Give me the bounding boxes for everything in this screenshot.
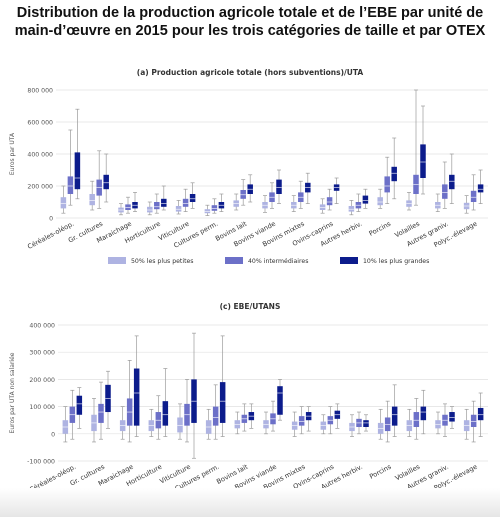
box-mid xyxy=(470,190,477,202)
box-mid xyxy=(298,416,305,426)
box-large xyxy=(477,407,484,421)
box-large xyxy=(219,382,226,423)
y-tick-label: 400 000 xyxy=(29,323,55,330)
category-label: Porcins xyxy=(368,219,393,237)
y-tick-label: 600 000 xyxy=(27,120,53,127)
y-tick-label: 300 000 xyxy=(29,350,55,357)
box-large xyxy=(391,406,398,426)
box-large xyxy=(162,401,169,426)
box-large xyxy=(449,174,455,190)
box-large xyxy=(189,194,196,202)
chart-panel-a: (a) Production agricole totale (hors sub… xyxy=(9,68,488,265)
y-axis-label: Euros par UTA non salariée xyxy=(9,352,16,433)
box-large xyxy=(391,166,397,182)
box-small xyxy=(377,197,383,206)
chart-panel-c: (c) EBE/UTANS -100 000 0 100 000 200 000 300 … xyxy=(9,302,488,501)
box-large xyxy=(133,368,140,426)
box-small xyxy=(147,206,153,213)
box-large xyxy=(161,198,167,207)
y-tick-label: 0 xyxy=(51,431,55,438)
box-large xyxy=(277,386,283,415)
page-title: Distribution de la production agricole t… xyxy=(0,4,500,40)
y-tick-label: 0 xyxy=(49,216,53,223)
box-mid xyxy=(154,202,160,210)
box-large xyxy=(420,406,427,421)
box-mid xyxy=(211,205,218,211)
y-tick-label: 800 000 xyxy=(27,88,53,95)
box-large xyxy=(363,420,369,427)
y-tick-label: 100 000 xyxy=(29,404,55,411)
category-label: Porcins xyxy=(368,462,393,480)
box-large xyxy=(103,174,109,190)
box-mid xyxy=(413,412,420,427)
legend-swatch-mid xyxy=(225,257,243,264)
y-tick-label: 200 000 xyxy=(29,377,55,384)
chart-title: (c) EBE/UTANS xyxy=(220,302,281,311)
box-small xyxy=(175,206,182,212)
box-small xyxy=(89,194,95,206)
box-large xyxy=(276,179,282,194)
box-mid xyxy=(384,176,390,193)
box-mid xyxy=(98,403,104,423)
y-axis-label: Euros par UTA xyxy=(9,132,16,175)
box-mid xyxy=(442,184,448,199)
box-small xyxy=(348,206,355,212)
box-small xyxy=(204,209,211,214)
box-large xyxy=(74,152,81,190)
box-mid xyxy=(67,176,74,194)
box-mid xyxy=(182,198,189,207)
box-large xyxy=(420,144,426,178)
box-mid xyxy=(212,406,219,426)
y-tick-label: 400 000 xyxy=(27,152,53,159)
y-tick-label: 200 000 xyxy=(27,184,53,191)
category-label: Céréales-oléop. xyxy=(26,220,75,251)
legend-swatch-small xyxy=(108,257,126,264)
page-title-line-1: Distribution de la production agricole t… xyxy=(16,5,484,21)
bottom-shadow xyxy=(0,488,500,517)
box-large xyxy=(477,184,484,193)
legend-label: 40% intermédiaires xyxy=(248,257,308,265)
box-small xyxy=(60,197,67,209)
box-large xyxy=(76,395,83,415)
box-small xyxy=(319,204,326,210)
legend-swatch-large xyxy=(340,257,358,264)
box-mid xyxy=(470,414,477,427)
box-large xyxy=(449,412,455,422)
box-mid xyxy=(125,204,131,210)
y-tick-label: -100 000 xyxy=(27,459,55,466)
box-small xyxy=(177,417,183,433)
legend-label: 50% les plus petites xyxy=(131,258,194,265)
legend-label: 10% les plus grandes xyxy=(363,258,429,265)
chart-title: (a) Production agricole totale (hors sub… xyxy=(137,68,364,77)
page-title-line-2: main-d’œuvre en 2015 pour les trois caté… xyxy=(14,23,486,39)
box-mid xyxy=(326,197,333,206)
box-mid xyxy=(240,190,246,199)
box-large xyxy=(362,195,369,204)
